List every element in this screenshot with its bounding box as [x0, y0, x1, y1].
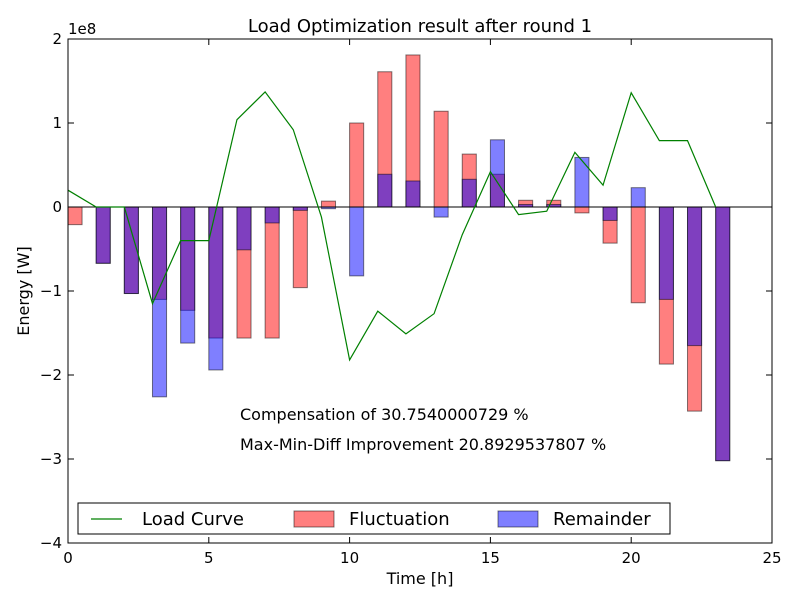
x-tick-label-0: 0	[63, 549, 73, 567]
bar-remainder-6	[236, 206, 252, 251]
bar-fluctuation-13	[433, 110, 449, 208]
bar-remainder-3	[151, 206, 168, 398]
bar-remainder-4	[180, 206, 196, 344]
bar-remainder-10	[349, 206, 365, 277]
legend-load-curve-label: Load Curve	[142, 509, 244, 530]
bar-remainder-19	[602, 206, 618, 221]
bar-remainder-7	[264, 206, 280, 224]
bar-fluctuation-10	[349, 122, 365, 208]
bar-remainder-13	[433, 206, 449, 218]
y-tick-label--2: −2	[40, 366, 62, 384]
x-tick-label-10: 10	[340, 549, 359, 567]
legend-frame	[77, 502, 671, 535]
bar-remainder-15	[489, 139, 505, 208]
legend: Load Curve Fluctuation Remainder	[77, 502, 671, 535]
bar-fluctuation-0	[67, 206, 83, 226]
bar-fluctuation-8	[292, 206, 308, 289]
legend-remainder-label: Remainder	[553, 509, 651, 530]
bar-remainder-18	[574, 156, 590, 208]
bar-remainder-1	[95, 206, 111, 264]
bar-remainder-11	[377, 173, 393, 208]
annotation-compensation: Compensation of 30.7540000729 %	[240, 405, 529, 424]
legend-fluctuation-swatch	[293, 510, 335, 528]
y-axis-label: Energy [W]	[14, 246, 33, 335]
y-tick-label--1: −1	[40, 282, 62, 300]
bar-fluctuation-9	[320, 200, 337, 208]
bar-remainder-20	[630, 187, 646, 208]
y-tick-label--4: −4	[40, 534, 62, 552]
bar-remainder-12	[405, 180, 421, 208]
bar-remainder-23	[715, 206, 731, 462]
axis-ticks: 0 5 10 15 20 25 −4 −3 −2 −1 0 1 2	[40, 30, 782, 567]
bar-remainder-21	[658, 206, 674, 300]
bar-fluctuation-7	[264, 206, 280, 339]
chart-title: Load Optimization result after round 1	[248, 16, 592, 37]
bar-remainder-22	[687, 206, 703, 347]
plot-area	[67, 54, 772, 462]
axes-frame	[67, 38, 773, 544]
x-tick-label-15: 15	[481, 549, 500, 567]
y-tick-label-1: 1	[52, 114, 62, 132]
legend-remainder-swatch	[497, 510, 539, 528]
bar-remainder-14	[461, 178, 477, 208]
y-tick-label-2: 2	[52, 30, 62, 48]
annotation-max-min-diff: Max-Min-Diff Improvement 20.8929537807 %	[240, 435, 606, 454]
x-axis-label: Time [h]	[386, 569, 454, 588]
y-offset-label: 1e8	[68, 20, 96, 38]
bar-fluctuation-20	[630, 206, 646, 304]
load-curve-line	[67, 91, 717, 362]
bar-fluctuation-18	[574, 206, 590, 214]
x-tick-label-20: 20	[622, 549, 641, 567]
bar-remainder-2	[123, 206, 139, 295]
bar-remainder-8	[292, 206, 308, 211]
y-tick-label-0: 0	[52, 198, 62, 216]
x-tick-label-25: 25	[762, 549, 781, 567]
y-tick-label--3: −3	[40, 450, 62, 468]
x-tick-label-5: 5	[204, 549, 214, 567]
legend-fluctuation-label: Fluctuation	[349, 509, 450, 530]
